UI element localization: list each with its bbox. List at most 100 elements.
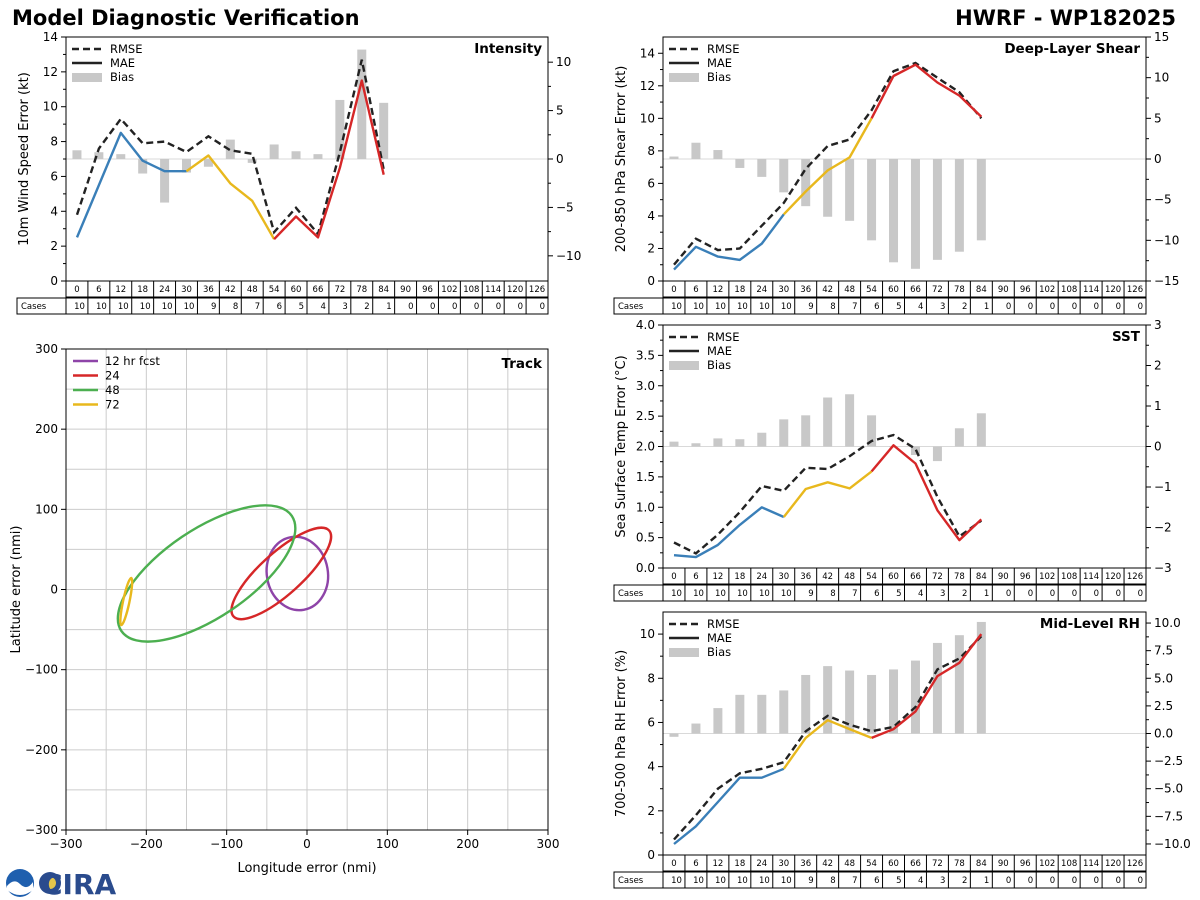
sst-hour-label: 48 — [844, 572, 855, 582]
intensity-ytick-label: 2 — [50, 239, 58, 253]
sst-bias-bar-78 — [954, 428, 964, 447]
cira-wordmark: CIRA — [42, 868, 117, 900]
rh-hour-label: 6 — [693, 859, 698, 869]
intensity-bias-bar-42 — [225, 139, 235, 159]
intensity-bias-bar-24 — [160, 159, 170, 203]
intensity-cases-value: 2 — [364, 302, 369, 312]
track-xtick-label: 200 — [456, 837, 479, 851]
rh-hour-label: 84 — [976, 859, 987, 869]
track-legend-label-24h: 24 — [105, 369, 120, 383]
rh-cases-header: Cases — [618, 876, 644, 886]
rh-panel-title: Mid-Level RH — [1040, 616, 1140, 632]
rh-hour-label: 66 — [910, 859, 921, 869]
sst-hour-label: 72 — [932, 572, 943, 582]
shear-hour-label: 114 — [1083, 285, 1099, 295]
intensity-hour-label: 48 — [247, 285, 258, 295]
shear-cases-header: Cases — [618, 302, 644, 312]
track-ytick-label: −100 — [25, 663, 58, 677]
intensity-hour-label: 54 — [269, 285, 280, 295]
intensity-bias-bar-78 — [357, 49, 367, 159]
rh-ytick-label: 2 — [647, 804, 655, 818]
intensity-cases-value: 10 — [162, 302, 173, 312]
intensity-cases-value: 6 — [277, 302, 282, 312]
intensity-cases-value: 10 — [96, 302, 107, 312]
shear-cases-value: 5 — [896, 302, 901, 312]
sst-hour-label: 102 — [1039, 572, 1055, 582]
intensity-rmse-line — [75, 59, 385, 237]
sst-hour-label: 84 — [976, 572, 987, 582]
rh-hour-label: 90 — [998, 859, 1009, 869]
shear-bias-bar-18 — [735, 159, 745, 168]
rh-hour-label: 0 — [671, 859, 676, 869]
intensity-hour-label: 72 — [334, 285, 345, 295]
track-ytick-label: −200 — [25, 743, 58, 757]
intensity-bias-bar-84 — [379, 102, 389, 159]
sst-cases-value: 9 — [808, 589, 813, 599]
intensity-hour-label: 102 — [441, 285, 457, 295]
rh-legend-mae-label: MAE — [707, 631, 732, 645]
shear-hour-label: 78 — [954, 285, 965, 295]
track-xtick-label: −100 — [210, 837, 243, 851]
sst-hour-label: 36 — [800, 572, 811, 582]
track-ytick-label: −300 — [25, 823, 58, 837]
track-ytick-label: 100 — [35, 502, 58, 516]
sst-hour-label: 120 — [1105, 572, 1121, 582]
rh-cases-value: 3 — [940, 876, 945, 886]
sst-legend-bias-swatch — [669, 361, 699, 370]
shear-cases-value: 8 — [830, 302, 835, 312]
shear-cases-value: 3 — [940, 302, 945, 312]
intensity-hour-label: 108 — [463, 285, 479, 295]
shear-cases-value: 10 — [781, 302, 792, 312]
sst-y2tick-label: 3 — [1154, 318, 1162, 332]
intensity-cases-value: 10 — [140, 302, 151, 312]
shear-cases-value: 0 — [1028, 302, 1033, 312]
sst-hour-label: 114 — [1083, 572, 1099, 582]
intensity-hour-label: 30 — [181, 285, 192, 295]
track-panel: −300−300 −200 −200 −100 −100 0 0 100 100 200 200 30… — [9, 342, 559, 876]
sst-bias-bar-6 — [691, 443, 701, 447]
shear-hour-label: 60 — [888, 285, 899, 295]
intensity-ytick-label: 10 — [43, 100, 58, 114]
sst-bias-bar-36 — [801, 415, 811, 447]
sst-y2tick-label: 0 — [1154, 440, 1162, 454]
rh-hour-label: 114 — [1083, 859, 1099, 869]
sst-cases-value: 0 — [1050, 589, 1055, 599]
sst-cases-value: 0 — [1006, 589, 1011, 599]
shear-hour-label: 6 — [693, 285, 698, 295]
rh-cases-value: 4 — [918, 876, 923, 886]
rh-cases-value: 10 — [781, 876, 792, 886]
intensity-hour-label: 84 — [378, 285, 389, 295]
intensity-cases-value: 0 — [408, 302, 413, 312]
shear-rmse-line — [673, 61, 983, 266]
shear-bias-bar-24 — [757, 159, 767, 177]
shear-legend-mae-label: MAE — [707, 56, 732, 70]
rh-y2tick-label: 10.0 — [1154, 616, 1181, 630]
noaa-wave-icon — [7, 881, 33, 895]
rh-cases-value: 10 — [671, 876, 682, 886]
sst-y2tick-label: −1 — [1154, 480, 1172, 494]
shear-bias-bar-42 — [823, 159, 833, 217]
rh-bias-bar-60 — [889, 669, 899, 734]
shear-hour-label: 96 — [1020, 285, 1031, 295]
sst-bias-bar-18 — [735, 439, 745, 447]
sst-ytick-label: 2.0 — [636, 440, 655, 454]
shear-bias-bar-6 — [691, 142, 701, 159]
rh-mae-line-late — [871, 633, 983, 740]
shear-ytick-label: 0 — [647, 274, 655, 288]
track-ellipse-48h — [116, 504, 297, 643]
sst-y2tick-label: 2 — [1154, 359, 1162, 373]
track-panel-title: Track — [502, 356, 543, 372]
rh-cases-value: 7 — [852, 876, 857, 886]
sst-cases-value: 10 — [693, 589, 704, 599]
intensity-mae-line-mid — [185, 154, 276, 240]
intensity-hour-label: 120 — [507, 285, 523, 295]
rh-hour-label: 102 — [1039, 859, 1055, 869]
sst-hour-label: 108 — [1061, 572, 1077, 582]
intensity-panel-title: Intensity — [474, 41, 542, 57]
rh-hour-label: 72 — [932, 859, 943, 869]
shear-mae-line-early — [673, 213, 785, 271]
rh-cases-value: 10 — [715, 876, 726, 886]
rh-hour-label: 18 — [734, 859, 745, 869]
rh-bias-bar-54 — [867, 674, 877, 734]
sst-hour-label: 12 — [712, 572, 723, 582]
